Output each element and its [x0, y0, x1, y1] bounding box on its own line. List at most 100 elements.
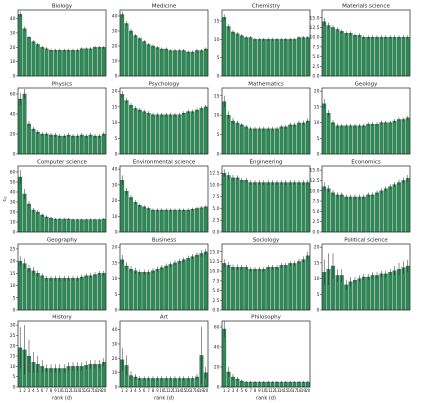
x-tick-label: 4 [134, 388, 137, 393]
bar [18, 260, 23, 311]
bar [222, 263, 227, 311]
bar [235, 267, 240, 311]
panel-title: Physics [52, 82, 72, 88]
bar [339, 194, 344, 233]
x-tick-label: 9 [258, 388, 261, 393]
bar [288, 124, 293, 155]
bar [361, 276, 366, 311]
y-tick-label: 0.0 [312, 230, 319, 236]
x-tick-label: 2 [23, 388, 26, 393]
bar [120, 14, 125, 77]
bar [261, 128, 266, 155]
x-tick-label: 9 [54, 388, 57, 393]
x-tick-label: 18 [296, 388, 302, 393]
bar [137, 38, 142, 77]
bar [186, 209, 191, 233]
bar [239, 124, 244, 155]
panel-frame [119, 320, 209, 388]
bar [279, 126, 284, 155]
x-tick-label: 15 [181, 388, 187, 393]
bar [301, 182, 306, 233]
bar [97, 273, 102, 311]
y-tick-label: 7.5 [212, 278, 219, 284]
bar [27, 203, 31, 233]
bar [97, 219, 102, 233]
y-tick-label: 10 [10, 220, 16, 226]
bar [93, 274, 97, 311]
bar [151, 114, 155, 155]
bar [151, 270, 155, 311]
bar [270, 39, 275, 77]
bar [71, 278, 75, 311]
bar [75, 50, 80, 77]
bar [79, 48, 84, 77]
bar [181, 209, 186, 233]
bar [244, 37, 249, 77]
y-tick-label: 5 [115, 292, 118, 298]
y-tick-label: 40 [112, 167, 118, 173]
y-tick-label: 10.0 [309, 35, 319, 41]
bar [235, 177, 240, 233]
bar [142, 111, 147, 155]
bar [203, 106, 208, 155]
bar [275, 182, 279, 233]
x-tick-label: 17 [88, 388, 94, 393]
bar [353, 35, 357, 77]
bar [177, 209, 182, 233]
bar [392, 270, 397, 311]
panel-title: Philosophy [251, 315, 281, 321]
bar [353, 196, 357, 233]
bar [88, 219, 93, 233]
bar [279, 265, 284, 311]
bar [392, 37, 397, 77]
y-tick-label: 25 [10, 333, 16, 339]
bar [35, 273, 40, 311]
bar [199, 253, 204, 311]
bar [253, 269, 257, 311]
bar [84, 219, 89, 233]
panel-title: Political science [344, 238, 388, 244]
bar [248, 269, 253, 311]
bar [288, 263, 293, 311]
bar [388, 272, 393, 311]
bar [44, 278, 49, 311]
bar [66, 278, 71, 311]
bar [168, 114, 173, 155]
y-tick-label: 12.5 [309, 25, 319, 31]
bar [301, 122, 306, 155]
x-tick-label: 10 [57, 388, 63, 393]
x-tick-label: 4 [236, 388, 239, 393]
y-tick-label: 0 [217, 152, 220, 158]
bar [335, 194, 340, 233]
x-tick-label: 14 [279, 388, 285, 393]
y-tick-label: 10 [112, 59, 118, 65]
y-tick-label: 5.0 [312, 54, 319, 60]
y-tick-label: 5.0 [212, 288, 219, 294]
bar [66, 218, 71, 233]
bar [388, 122, 393, 155]
y-tick-label: 10.0 [209, 182, 219, 188]
bar [279, 182, 284, 233]
bar [146, 112, 151, 155]
x-tick-label: 5 [37, 388, 40, 393]
bar [124, 100, 129, 155]
bar [331, 122, 335, 155]
bar [375, 123, 379, 155]
x-tick-label: 6 [143, 388, 146, 393]
bar [366, 194, 371, 233]
bar [401, 119, 406, 155]
bar [339, 125, 344, 155]
bar [120, 179, 125, 233]
y-tick-label: 15 [314, 260, 320, 266]
bar [101, 133, 106, 155]
y-tick-label: 15 [112, 260, 118, 266]
bar [177, 50, 182, 77]
bar [27, 37, 31, 77]
bar [22, 93, 27, 155]
y-tick-label: 0 [115, 152, 118, 158]
y-tick-label: 10 [112, 276, 118, 282]
y-tick-label: 20 [214, 365, 220, 371]
y-tick-label: 10.0 [209, 269, 219, 275]
y-tick-label: 10 [314, 120, 320, 126]
bar [375, 275, 379, 311]
